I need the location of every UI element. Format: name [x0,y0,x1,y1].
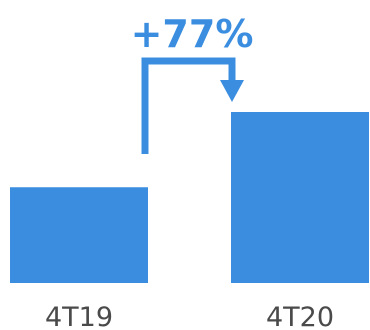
category-label-4t20: 4T20 [266,302,334,330]
category-labels: 4T19 4T20 [45,302,334,330]
bar-4t20 [231,112,369,283]
growth-annotation-label: +77% [131,12,254,56]
growth-arrow-line [141,57,236,154]
category-label-4t19: 4T19 [45,302,113,330]
bars-group [10,112,369,283]
bar-4t19 [10,187,148,283]
growth-arrow [141,57,244,154]
growth-arrow-head [220,80,244,102]
